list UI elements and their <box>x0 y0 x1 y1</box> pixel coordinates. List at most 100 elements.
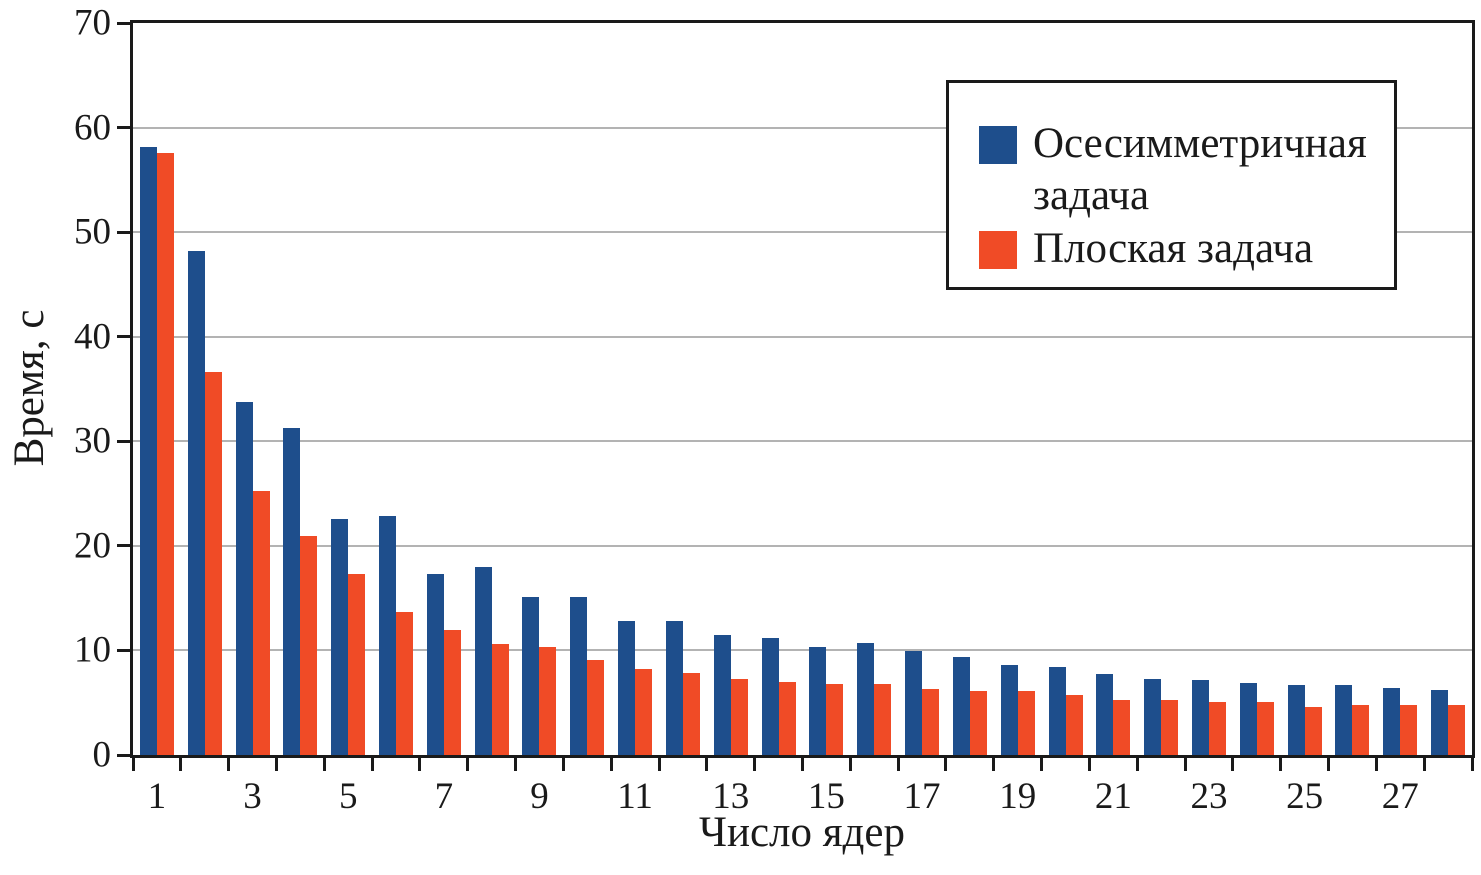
x-tick-24 <box>1279 758 1283 771</box>
bar-plane-cores-13 <box>730 678 748 755</box>
x-tick-4 <box>322 758 326 771</box>
bar-plane-cores-7 <box>443 629 461 755</box>
x-tick-17 <box>944 758 948 771</box>
y-tick-label-60: 60 <box>74 107 111 149</box>
y-tick-0 <box>117 753 130 757</box>
bar-axisym-cores-6 <box>379 515 397 755</box>
y-tick-label-20: 20 <box>74 525 111 567</box>
x-tick-7 <box>466 758 470 771</box>
bar-plane-cores-15 <box>826 683 844 755</box>
bar-axisym-cores-2 <box>187 250 205 755</box>
x-tick-19 <box>1040 758 1044 771</box>
bar-plane-cores-4 <box>300 536 318 755</box>
gridline-y40 <box>133 335 1472 338</box>
x-tick-label-9: 9 <box>530 776 549 817</box>
x-tick-25 <box>1327 758 1331 771</box>
bar-axisym-cores-20 <box>1048 667 1066 755</box>
x-tick-20 <box>1087 758 1091 771</box>
bar-plane-cores-19 <box>1017 691 1035 755</box>
x-tick-label-27: 27 <box>1381 776 1419 817</box>
bar-axisym-cores-27 <box>1383 688 1401 755</box>
x-tick-18 <box>992 758 996 771</box>
bar-axisym-cores-19 <box>1000 665 1018 755</box>
bar-axisym-cores-17 <box>905 651 923 755</box>
x-tick-label-19: 19 <box>999 776 1037 817</box>
gridline-y30 <box>133 440 1472 443</box>
x-tick-label-15: 15 <box>807 776 845 817</box>
y-tick-50 <box>117 230 130 234</box>
x-tick-1 <box>179 758 183 771</box>
bar-axisym-cores-21 <box>1096 674 1114 755</box>
x-tick-label-23: 23 <box>1190 776 1228 817</box>
bar-axisym-cores-5 <box>331 518 349 755</box>
bar-plane-cores-17 <box>922 689 940 755</box>
bar-plane-cores-22 <box>1161 699 1179 755</box>
y-tick-label-70: 70 <box>74 2 111 44</box>
bar-axisym-cores-1 <box>139 147 157 755</box>
x-tick-2 <box>227 758 231 771</box>
legend-swatch-axisym <box>979 126 1017 164</box>
legend-swatch-plane <box>979 231 1017 269</box>
x-tick-0 <box>131 758 135 771</box>
bar-plane-cores-25 <box>1304 706 1322 755</box>
x-tick-14 <box>801 758 804 771</box>
x-tick-23 <box>1231 758 1235 771</box>
gridline-y60 <box>133 126 1472 129</box>
y-tick-label-50: 50 <box>74 211 111 253</box>
bar-axisym-cores-9 <box>522 597 540 755</box>
x-tick-label-5: 5 <box>338 776 358 817</box>
x-tick-label-11: 11 <box>617 776 653 817</box>
bar-axisym-cores-22 <box>1144 678 1162 755</box>
legend-label-axisym: Осесимметричная задача <box>1033 120 1367 219</box>
bar-plane-cores-12 <box>682 673 700 755</box>
bar-plane-cores-26 <box>1352 704 1370 755</box>
x-tick-label-13: 13 <box>712 776 750 817</box>
bar-axisym-cores-8 <box>474 566 492 755</box>
x-tick-label-1: 1 <box>147 776 167 817</box>
bar-axisym-cores-10 <box>570 597 588 755</box>
x-tick-5 <box>370 758 374 771</box>
x-tick-label-7: 7 <box>434 776 454 817</box>
bar-axisym-cores-16 <box>857 643 875 755</box>
x-tick-3 <box>274 758 278 771</box>
bar-axisym-cores-11 <box>618 621 636 755</box>
x-tick-21 <box>1135 758 1139 771</box>
bar-plane-cores-5 <box>348 574 366 755</box>
bar-plane-cores-21 <box>1113 699 1131 755</box>
x-tick-label-25: 25 <box>1286 776 1324 817</box>
bar-axisym-cores-7 <box>426 574 444 755</box>
gridline-y20 <box>133 544 1472 547</box>
x-tick-28 <box>1470 758 1474 771</box>
bar-plane-cores-23 <box>1208 701 1226 755</box>
bar-plane-cores-1 <box>156 152 174 755</box>
y-tick-label-40: 40 <box>74 316 111 358</box>
legend: Осесимметричная задача Плоская задача <box>946 80 1397 290</box>
bar-axisym-cores-24 <box>1239 682 1257 755</box>
bar-plane-cores-8 <box>491 644 509 755</box>
x-tick-13 <box>753 758 757 771</box>
bar-plane-cores-16 <box>874 683 892 755</box>
bar-plane-cores-24 <box>1256 701 1274 755</box>
x-tick-8 <box>514 758 518 771</box>
bar-axisym-cores-15 <box>809 647 827 755</box>
bar-plane-cores-10 <box>587 659 605 755</box>
bar-axisym-cores-12 <box>665 621 683 755</box>
bar-plane-cores-27 <box>1400 704 1418 755</box>
y-tick-10 <box>117 648 130 652</box>
bar-axisym-cores-13 <box>713 634 731 755</box>
bar-axisym-cores-26 <box>1335 684 1353 755</box>
y-tick-40 <box>117 335 130 339</box>
legend-label-plane: Плоская задача <box>1033 225 1314 272</box>
bar-plane-cores-9 <box>539 647 557 755</box>
x-tick-label-17: 17 <box>903 776 941 817</box>
bar-axisym-cores-23 <box>1191 679 1209 755</box>
bar-axisym-cores-4 <box>283 427 301 755</box>
bar-plane-cores-6 <box>396 611 414 755</box>
x-tick-label-21: 21 <box>1094 776 1132 817</box>
x-tick-10 <box>609 758 613 771</box>
x-tick-6 <box>418 758 422 771</box>
y-tick-60 <box>117 126 130 130</box>
bar-plane-cores-14 <box>778 681 796 755</box>
bar-plane-cores-20 <box>1065 695 1083 755</box>
